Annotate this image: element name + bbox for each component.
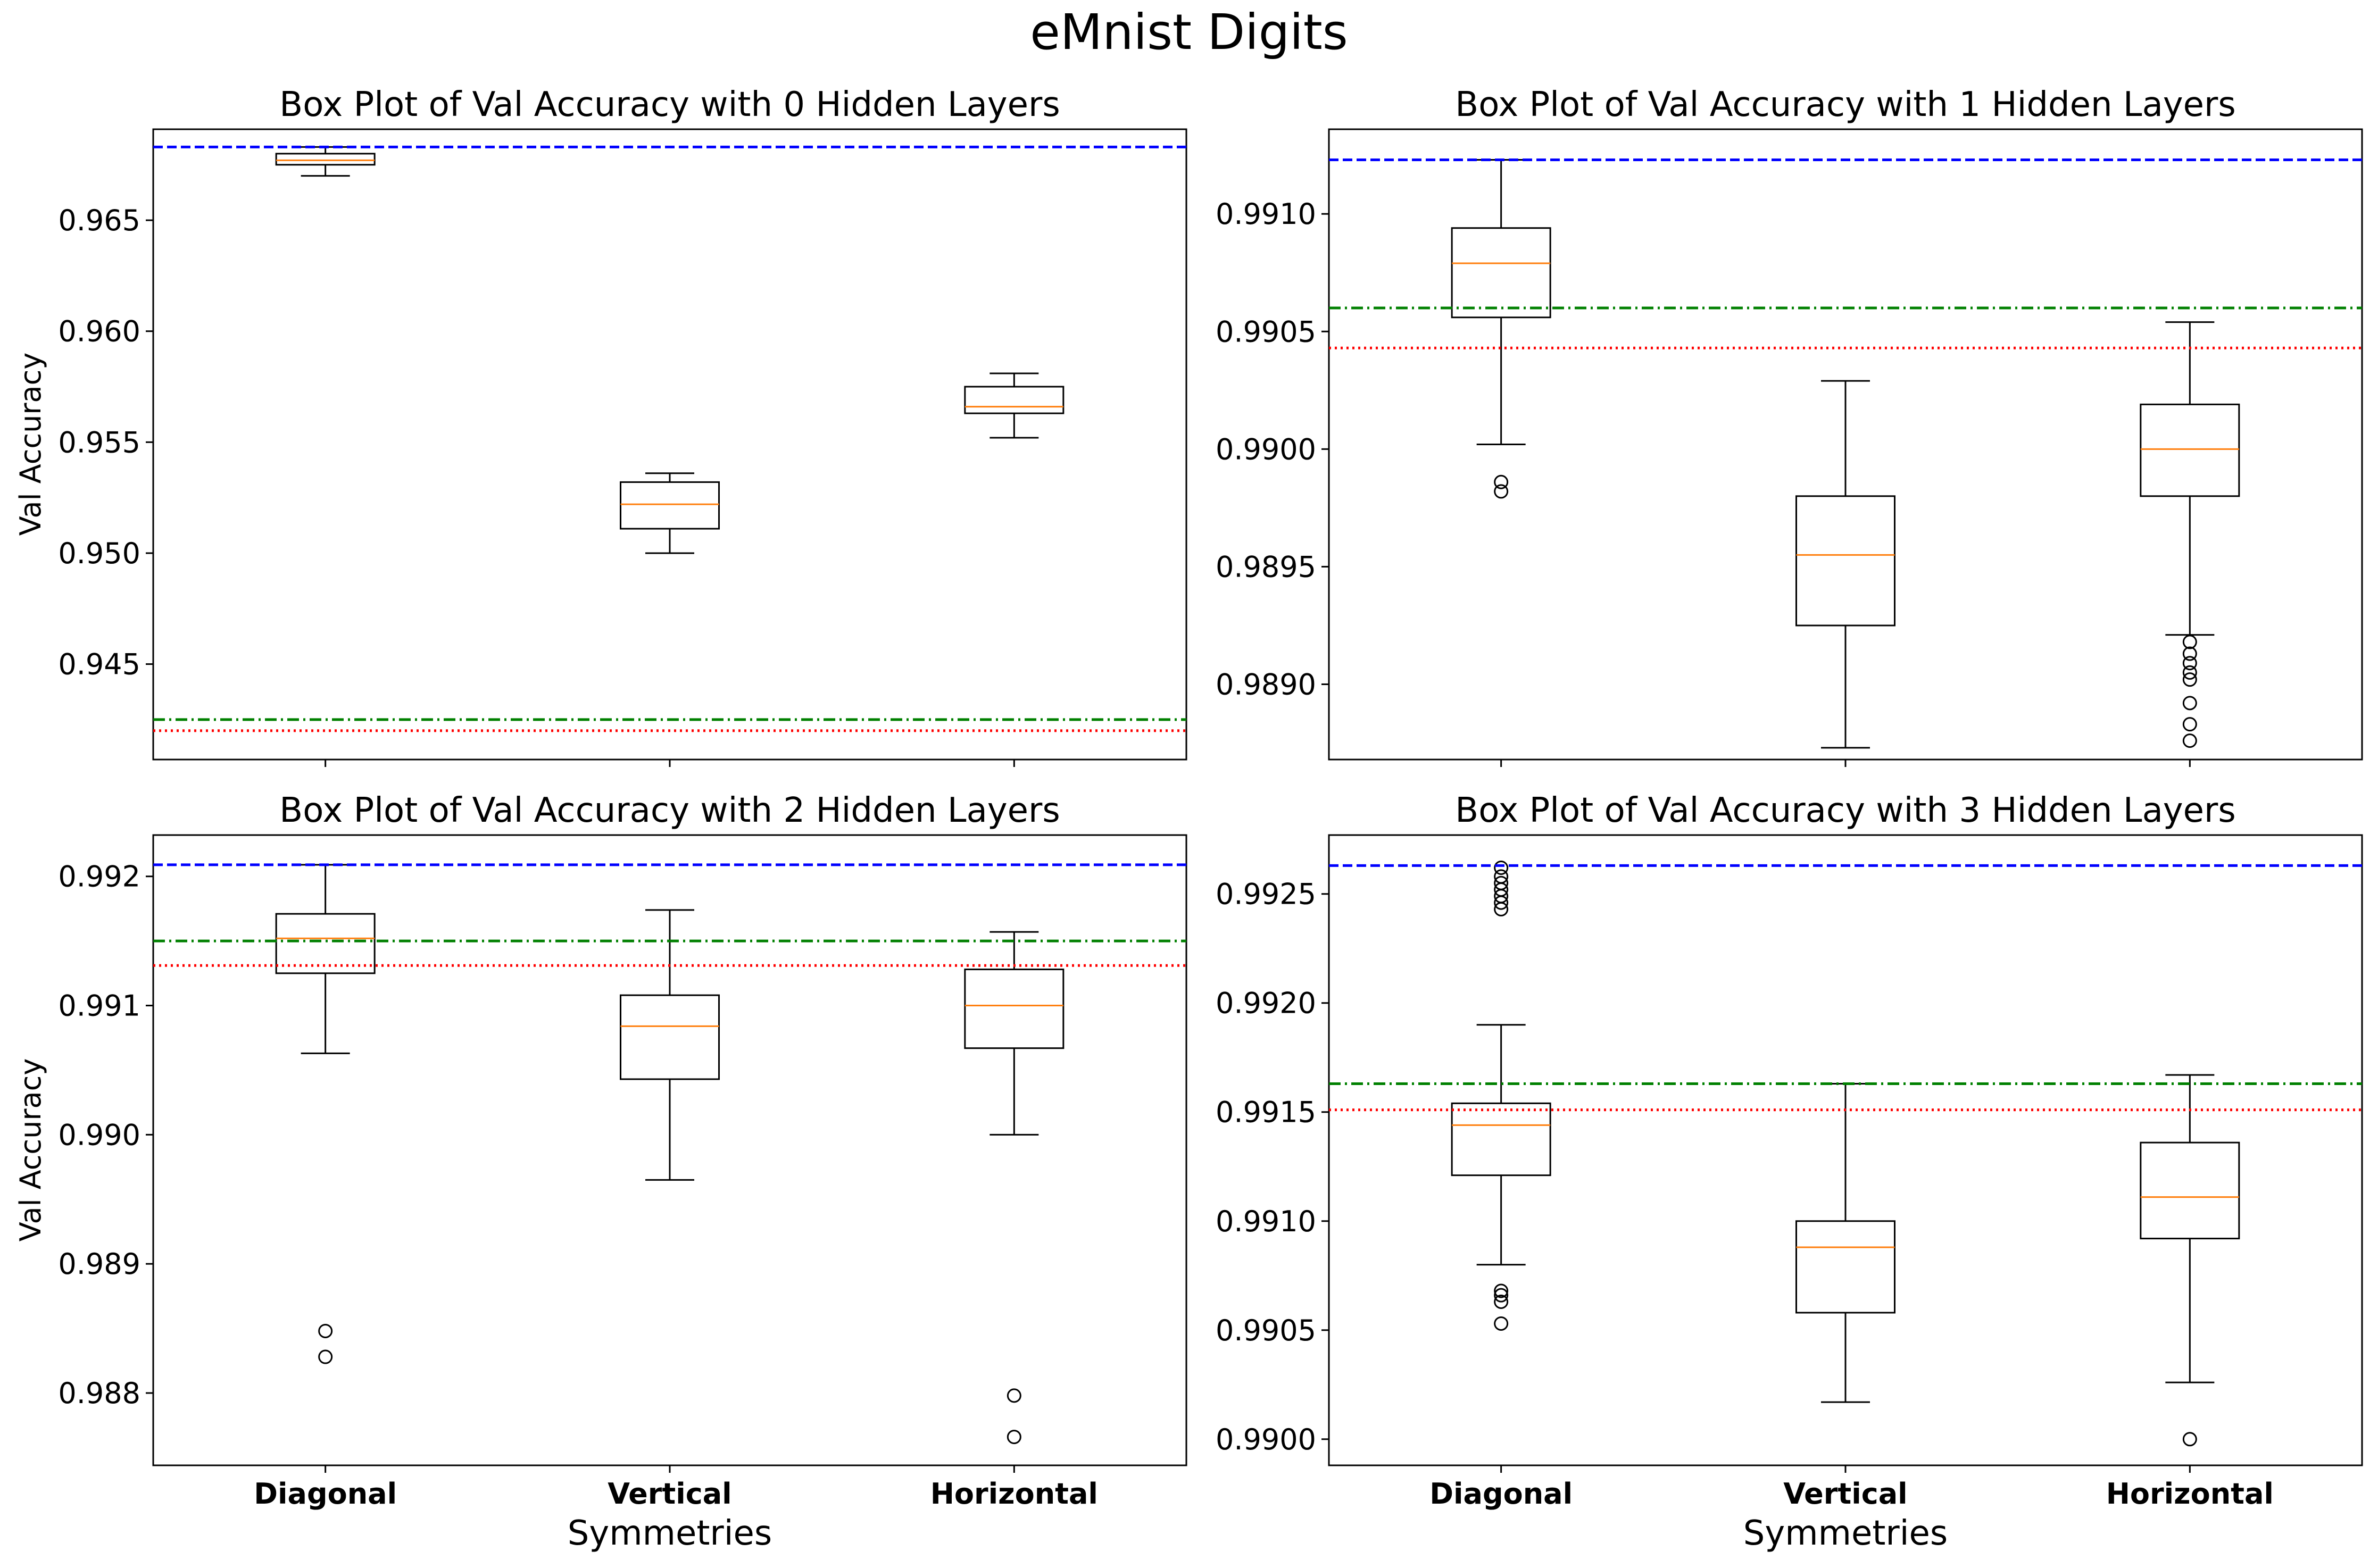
chart-marks: 0.945 0.950 0.955 0.960 0.965 — [58, 145, 1186, 767]
chart-marks: 0.988 0.989 0.990 0.991 0.992 Diagonal Vertica… — [58, 860, 1186, 1511]
y-tick-label: 0.955 — [58, 426, 140, 459]
y-tick-label: 0.965 — [58, 204, 140, 237]
x-category-label: Vertical — [1783, 1477, 1907, 1511]
outlier-point — [1494, 1316, 1509, 1331]
subplot-3-hidden-layers: Box Plot of Val Accuracy with 3 Hidden L… — [1216, 791, 2363, 1553]
box — [275, 913, 376, 974]
outlier-point — [1494, 1294, 1509, 1309]
box — [964, 386, 1065, 414]
outlier-point — [1007, 1430, 1021, 1445]
y-tick-label: 0.9900 — [1216, 432, 1316, 466]
y-tick-label: 0.960 — [58, 315, 140, 348]
x-category-label: Vertical — [608, 1477, 731, 1511]
box — [620, 994, 720, 1080]
subplot-1-hidden-layers: Box Plot of Val Accuracy with 1 Hidden L… — [1216, 85, 2363, 767]
outlier-point — [1494, 484, 1509, 499]
outlier-point — [1494, 1288, 1509, 1303]
figure-title: eMnist Digits — [1030, 4, 1348, 61]
x-category-label: Diagonal — [1429, 1477, 1573, 1511]
outlier-point — [2182, 646, 2197, 661]
y-tick-label: 0.9905 — [1216, 1314, 1316, 1347]
box — [1451, 227, 1551, 319]
box — [964, 969, 1065, 1049]
chart-marks: 0.9890 0.9895 0.9900 0.9905 0.9910 — [1216, 158, 2362, 767]
y-tick-label: 0.9920 — [1216, 987, 1316, 1020]
outlier-point — [2182, 696, 2197, 711]
outlier-point — [2182, 717, 2197, 732]
y-axis-label: Val Accuracy — [14, 353, 47, 536]
box — [1451, 1102, 1551, 1177]
outlier-point — [1494, 902, 1509, 916]
outlier-point — [1494, 1283, 1509, 1298]
y-tick-label: 0.991 — [58, 989, 140, 1023]
outlier-point — [1494, 895, 1509, 910]
chart-marks: 0.9900 0.9905 0.9910 0.9915 0.9920 0.9925 Diag… — [1216, 861, 2362, 1511]
y-tick-label: 0.945 — [58, 648, 140, 681]
outlier-point — [2182, 1432, 2197, 1447]
y-tick-label: 0.9895 — [1216, 550, 1316, 583]
y-tick-label: 0.9905 — [1216, 315, 1316, 348]
outlier-point — [2182, 733, 2197, 748]
subplot-0-hidden-layers: Box Plot of Val Accuracy with 0 Hidden L… — [14, 85, 1187, 767]
outlier-point — [2182, 665, 2197, 680]
y-tick-label: 0.989 — [58, 1247, 140, 1281]
box — [1795, 1220, 1895, 1314]
outlier-point — [2182, 672, 2197, 687]
x-axis-label: Symmetries — [1743, 1514, 1948, 1553]
y-tick-label: 0.9925 — [1216, 878, 1316, 911]
outlier-point — [2182, 656, 2197, 671]
outlier-point — [318, 1323, 333, 1338]
y-tick-label: 0.990 — [58, 1118, 140, 1152]
subplot-title: Box Plot of Val Accuracy with 0 Hidden L… — [279, 85, 1060, 124]
box — [620, 481, 720, 530]
y-tick-label: 0.988 — [58, 1377, 140, 1410]
outlier-point — [318, 1349, 333, 1364]
y-tick-label: 0.9910 — [1216, 1205, 1316, 1238]
subplot-title: Box Plot of Val Accuracy with 1 Hidden L… — [1455, 85, 2235, 124]
outlier-point — [1494, 474, 1509, 489]
y-tick-label: 0.9900 — [1216, 1423, 1316, 1456]
y-tick-label: 0.9915 — [1216, 1096, 1316, 1129]
y-tick-label: 0.9910 — [1216, 197, 1316, 231]
subplot-2-hidden-layers: Box Plot of Val Accuracy with 2 Hidden L… — [14, 791, 1187, 1553]
box — [2140, 403, 2240, 497]
box — [1795, 495, 1895, 627]
subplot-title: Box Plot of Val Accuracy with 2 Hidden L… — [279, 791, 1060, 830]
y-tick-label: 0.9890 — [1216, 668, 1316, 702]
x-category-label: Horizontal — [2106, 1477, 2274, 1511]
y-tick-label: 0.992 — [58, 860, 140, 894]
subplot-title: Box Plot of Val Accuracy with 3 Hidden L… — [1455, 791, 2235, 830]
x-category-label: Horizontal — [930, 1477, 1098, 1511]
outlier-point — [2182, 635, 2197, 649]
x-category-label: Diagonal — [254, 1477, 397, 1511]
outlier-point — [1494, 861, 1509, 875]
box — [2140, 1141, 2240, 1240]
box — [275, 153, 376, 166]
outlier-point — [1007, 1388, 1021, 1403]
y-axis-label: Val Accuracy — [14, 1058, 47, 1242]
y-tick-label: 0.950 — [58, 537, 140, 570]
x-axis-label: Symmetries — [568, 1514, 772, 1553]
